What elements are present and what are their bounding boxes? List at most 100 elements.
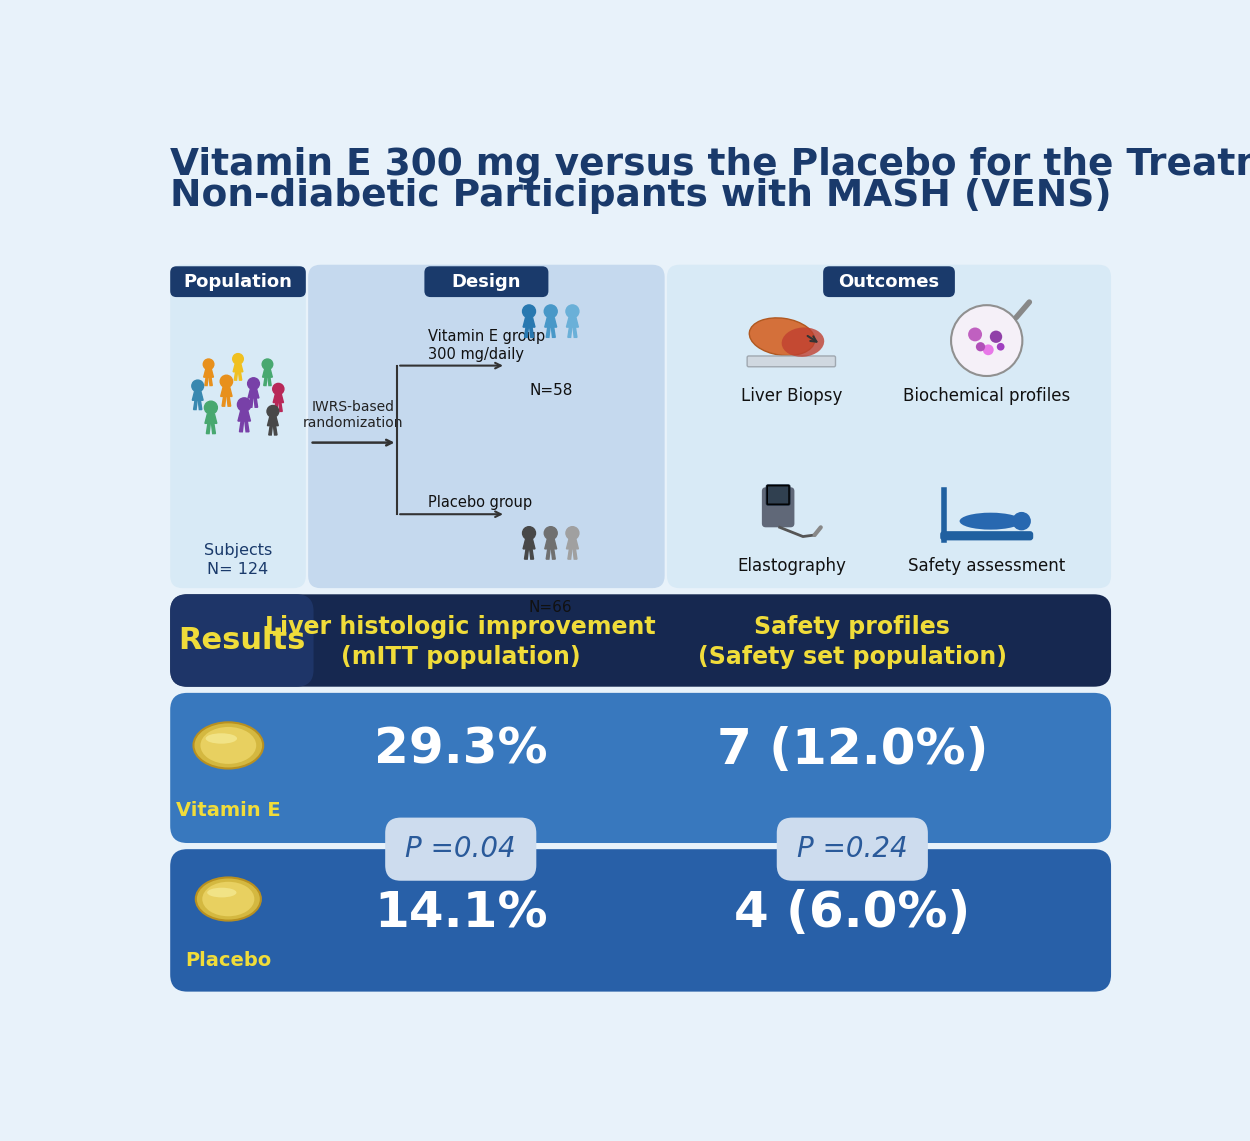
Circle shape <box>248 378 260 389</box>
Polygon shape <box>204 370 214 378</box>
FancyBboxPatch shape <box>776 818 928 881</box>
Polygon shape <box>264 378 268 386</box>
FancyBboxPatch shape <box>768 486 789 504</box>
Polygon shape <box>238 411 250 421</box>
FancyBboxPatch shape <box>170 266 306 297</box>
Text: 29.3%: 29.3% <box>374 726 548 774</box>
Circle shape <box>232 354 244 364</box>
Polygon shape <box>566 318 579 327</box>
Polygon shape <box>240 421 244 431</box>
Polygon shape <box>206 423 210 434</box>
Polygon shape <box>211 423 215 434</box>
Polygon shape <box>254 398 258 407</box>
Text: (mITT population): (mITT population) <box>341 645 580 669</box>
Polygon shape <box>268 418 279 426</box>
Ellipse shape <box>200 727 256 763</box>
FancyBboxPatch shape <box>940 532 1034 541</box>
Circle shape <box>204 359 214 370</box>
Text: Population: Population <box>184 273 292 291</box>
Polygon shape <box>274 426 278 435</box>
Circle shape <box>982 345 994 355</box>
FancyBboxPatch shape <box>170 594 314 687</box>
Polygon shape <box>245 421 249 431</box>
Text: Placebo: Placebo <box>185 952 271 970</box>
Polygon shape <box>522 540 535 549</box>
Polygon shape <box>530 327 534 338</box>
Polygon shape <box>551 549 555 559</box>
Polygon shape <box>568 327 571 338</box>
Circle shape <box>968 327 982 341</box>
Polygon shape <box>566 540 579 549</box>
FancyBboxPatch shape <box>425 266 549 297</box>
Text: Outcomes: Outcomes <box>839 273 940 291</box>
Circle shape <box>522 305 535 318</box>
Text: Vitamin E group
300 mg/daily: Vitamin E group 300 mg/daily <box>429 330 545 362</box>
Polygon shape <box>199 400 201 410</box>
Polygon shape <box>572 549 578 559</box>
FancyBboxPatch shape <box>170 265 306 588</box>
Text: Placebo group: Placebo group <box>429 495 532 510</box>
Polygon shape <box>269 426 272 435</box>
Circle shape <box>544 305 558 318</box>
FancyBboxPatch shape <box>668 265 1111 588</box>
Polygon shape <box>250 398 252 407</box>
Polygon shape <box>209 378 212 386</box>
Ellipse shape <box>206 734 238 744</box>
Text: Safety assessment: Safety assessment <box>908 557 1065 575</box>
Polygon shape <box>221 388 232 396</box>
Polygon shape <box>525 549 529 559</box>
Text: Elastography: Elastography <box>738 557 846 575</box>
Polygon shape <box>228 396 231 406</box>
Text: 4 (6.0%): 4 (6.0%) <box>734 889 970 937</box>
Polygon shape <box>545 318 556 327</box>
Circle shape <box>220 375 232 388</box>
FancyBboxPatch shape <box>309 265 665 588</box>
Polygon shape <box>234 364 242 372</box>
Polygon shape <box>572 327 578 338</box>
Polygon shape <box>194 400 198 410</box>
Text: Liver Biopsy: Liver Biopsy <box>741 387 843 405</box>
FancyBboxPatch shape <box>766 484 790 505</box>
Polygon shape <box>205 414 216 423</box>
FancyBboxPatch shape <box>170 693 1111 843</box>
Polygon shape <box>530 549 534 559</box>
Circle shape <box>996 343 1005 350</box>
FancyBboxPatch shape <box>170 849 1111 992</box>
Text: Design: Design <box>451 273 521 291</box>
Circle shape <box>191 380 204 391</box>
Circle shape <box>522 527 535 540</box>
Text: 7 (12.0%): 7 (12.0%) <box>716 726 988 774</box>
Text: Vitamin E 300 mg versus the Placebo for the Treatment of: Vitamin E 300 mg versus the Placebo for … <box>170 147 1250 183</box>
Circle shape <box>238 398 251 411</box>
Polygon shape <box>268 378 271 386</box>
Circle shape <box>976 342 985 351</box>
Circle shape <box>1013 512 1031 531</box>
Polygon shape <box>274 395 284 403</box>
Text: 14.1%: 14.1% <box>374 889 548 937</box>
Polygon shape <box>234 372 238 380</box>
Ellipse shape <box>208 888 236 898</box>
Text: Non-diabetic Participants with MASH (VENS): Non-diabetic Participants with MASH (VEN… <box>170 178 1111 213</box>
Polygon shape <box>239 372 241 380</box>
FancyBboxPatch shape <box>385 818 536 881</box>
FancyBboxPatch shape <box>170 594 1111 687</box>
Polygon shape <box>545 540 556 549</box>
Text: N=58: N=58 <box>529 382 572 397</box>
Ellipse shape <box>202 882 254 916</box>
FancyBboxPatch shape <box>761 487 795 527</box>
Ellipse shape <box>960 512 1021 529</box>
Polygon shape <box>525 327 529 338</box>
Polygon shape <box>275 403 278 412</box>
Text: P =0.24: P =0.24 <box>798 835 908 864</box>
Text: (Safety set population): (Safety set population) <box>698 645 1006 669</box>
Text: N=66: N=66 <box>529 600 572 615</box>
Ellipse shape <box>749 318 815 356</box>
Ellipse shape <box>781 327 824 357</box>
Text: Safety profiles: Safety profiles <box>755 615 950 639</box>
Text: IWRS-based
randomization: IWRS-based randomization <box>304 400 404 430</box>
Polygon shape <box>248 389 259 398</box>
Circle shape <box>990 331 1002 343</box>
Circle shape <box>544 527 558 540</box>
Text: Results: Results <box>177 626 305 655</box>
Polygon shape <box>568 549 571 559</box>
